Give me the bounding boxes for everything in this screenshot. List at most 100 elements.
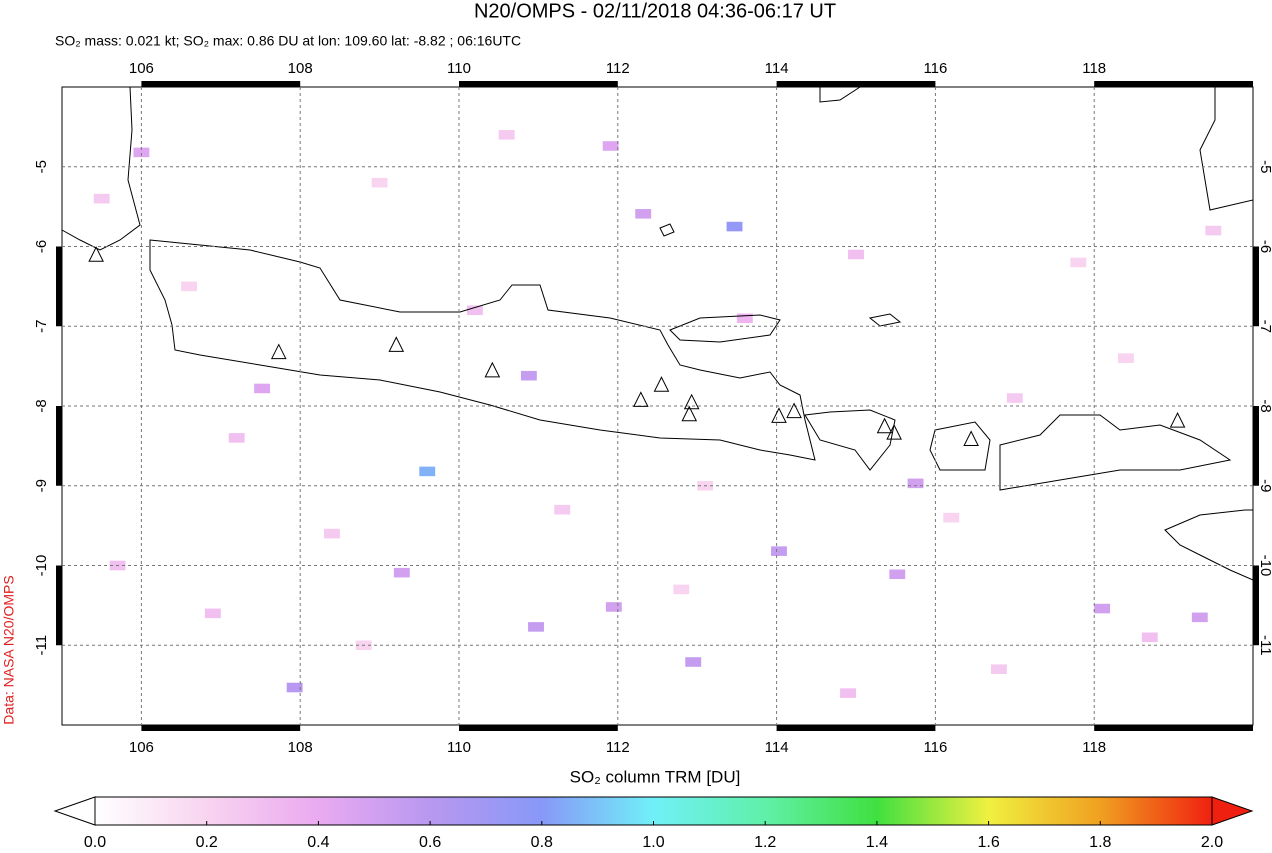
so2-pixel [498,130,515,140]
colorbar-tick-label: 0.6 [419,834,441,851]
so2-pixel [466,305,483,316]
so2-pixel [181,281,197,292]
x-tick-label-top: 114 [765,60,789,77]
so2-pixel [848,249,864,260]
frame-bar [56,406,62,486]
frame-bar [1253,565,1259,646]
so2-pixel [635,209,652,219]
coast-sumbawa [999,414,1232,491]
so2-pixel [393,567,410,578]
so2-pixel [840,688,856,698]
coast-bawean [659,223,675,237]
y-tick-label-right: -8 [1257,399,1272,412]
so2-pixel [1141,632,1158,643]
so2-pixel [907,478,924,489]
y-tick-label-right: -6 [1257,240,1272,253]
so2-pixel [1070,257,1087,268]
frame-bar [1253,406,1259,486]
volcano [1169,412,1186,428]
x-tick-label-bottom: 106 [129,739,154,756]
y-tick-label-right: -7 [1257,320,1272,333]
so2-pixel [1006,393,1023,403]
volcano [388,336,405,352]
y-tick-label-right: -11 [1257,635,1272,656]
colorbar-tick-label: 1.2 [754,834,776,851]
colorbar-tick-label: 0.0 [84,834,106,851]
frame-bar [1253,246,1259,327]
so2-pixel [602,141,619,151]
so2-pixel [1094,603,1111,614]
y-tick-label-right: -5 [1257,160,1272,173]
volcano [653,376,670,392]
x-tick-label-top: 108 [288,60,313,77]
volcano [876,417,893,434]
y-tick-label-left: -7 [33,320,50,333]
so2-pixel [286,682,303,693]
frame-bar [56,565,62,646]
x-tick-label-top: 106 [129,60,154,77]
x-tick-label-bottom: 118 [1082,739,1106,756]
colorbar-tick-label: 0.2 [196,834,218,851]
colorbar-tick-label: 1.0 [642,834,664,851]
colorbar-tick-label: 0.8 [531,834,553,851]
volcano [683,393,700,410]
so2-pixel [990,664,1007,674]
axes: 106 106 108 108 110 110 112 112 114 114 116 116 118 1… [33,60,1272,756]
volcano [270,343,287,360]
chart-title: N20/OMPS - 02/11/2018 04:36-06:17 UT [474,0,836,22]
volcano [88,246,104,262]
colorbar-tick-label: 1.8 [1089,834,1111,851]
volcano [771,407,787,423]
y-tick-label-left: -9 [33,479,50,492]
so2-pixel [736,313,753,324]
so2-pixel [943,512,960,523]
y-tick-label-right: -10 [1257,555,1272,577]
colorbar-tick-label: 1.6 [977,834,999,851]
volcano [963,430,979,446]
colorbar-label: SO₂ column TRM [DU] [570,767,741,786]
colorbar-tick-label: 0.4 [307,834,329,851]
coast-madura [669,314,781,343]
frame-bar [141,81,301,87]
frame-bar [776,81,936,87]
frame-bar [459,81,618,87]
frame-bar [1094,81,1253,87]
volcano [484,361,501,378]
frame-bar [141,725,301,731]
y-tick-label-right: -9 [1257,479,1272,492]
coast-bali [804,409,896,471]
so2-pixel [204,608,221,619]
x-tick-label-top: 110 [447,60,471,77]
credit: Data: NASA N20/OMPS [1,575,17,724]
x-tick-label-bottom: 110 [447,739,471,756]
y-tick-label-left: -5 [33,160,50,173]
so2-pixel [889,569,906,580]
x-tick-label-bottom: 116 [923,739,947,756]
so2-pixel [1118,353,1134,363]
so2-pixel [673,584,690,595]
coast-lombok [929,421,991,471]
frame-bar [1094,725,1253,731]
x-tick-label-bottom: 108 [288,739,313,756]
x-tick-label-top: 112 [606,60,630,77]
so2-pixel [371,177,388,188]
so2-pixel [685,657,702,667]
coast-islet [868,313,902,327]
coast-java [149,239,816,461]
x-tick-label-bottom: 114 [765,739,789,756]
so2-pixel [1191,612,1208,623]
so2-pixel [605,602,622,612]
y-tick-label-left: -8 [33,399,50,412]
so2-pixel [254,383,271,394]
so2-pixel [726,221,743,232]
frame-bar [776,725,936,731]
so2-pixel [419,466,436,477]
chart-subtitle: SO₂ mass: 0.021 kt; SO₂ max: 0.86 DU at … [55,33,521,49]
colorbar-over [1211,796,1254,826]
colorbar-tick-label: 2.0 [1201,834,1223,851]
colorbar-tick-label: 1.4 [866,834,888,851]
x-tick-label-top: 116 [923,60,947,77]
volcano [681,405,698,422]
